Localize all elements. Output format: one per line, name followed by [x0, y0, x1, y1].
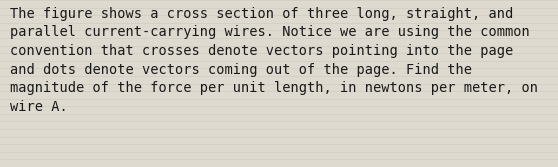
Text: The figure shows a cross section of three long, straight, and
parallel current-c: The figure shows a cross section of thre…	[10, 7, 538, 114]
